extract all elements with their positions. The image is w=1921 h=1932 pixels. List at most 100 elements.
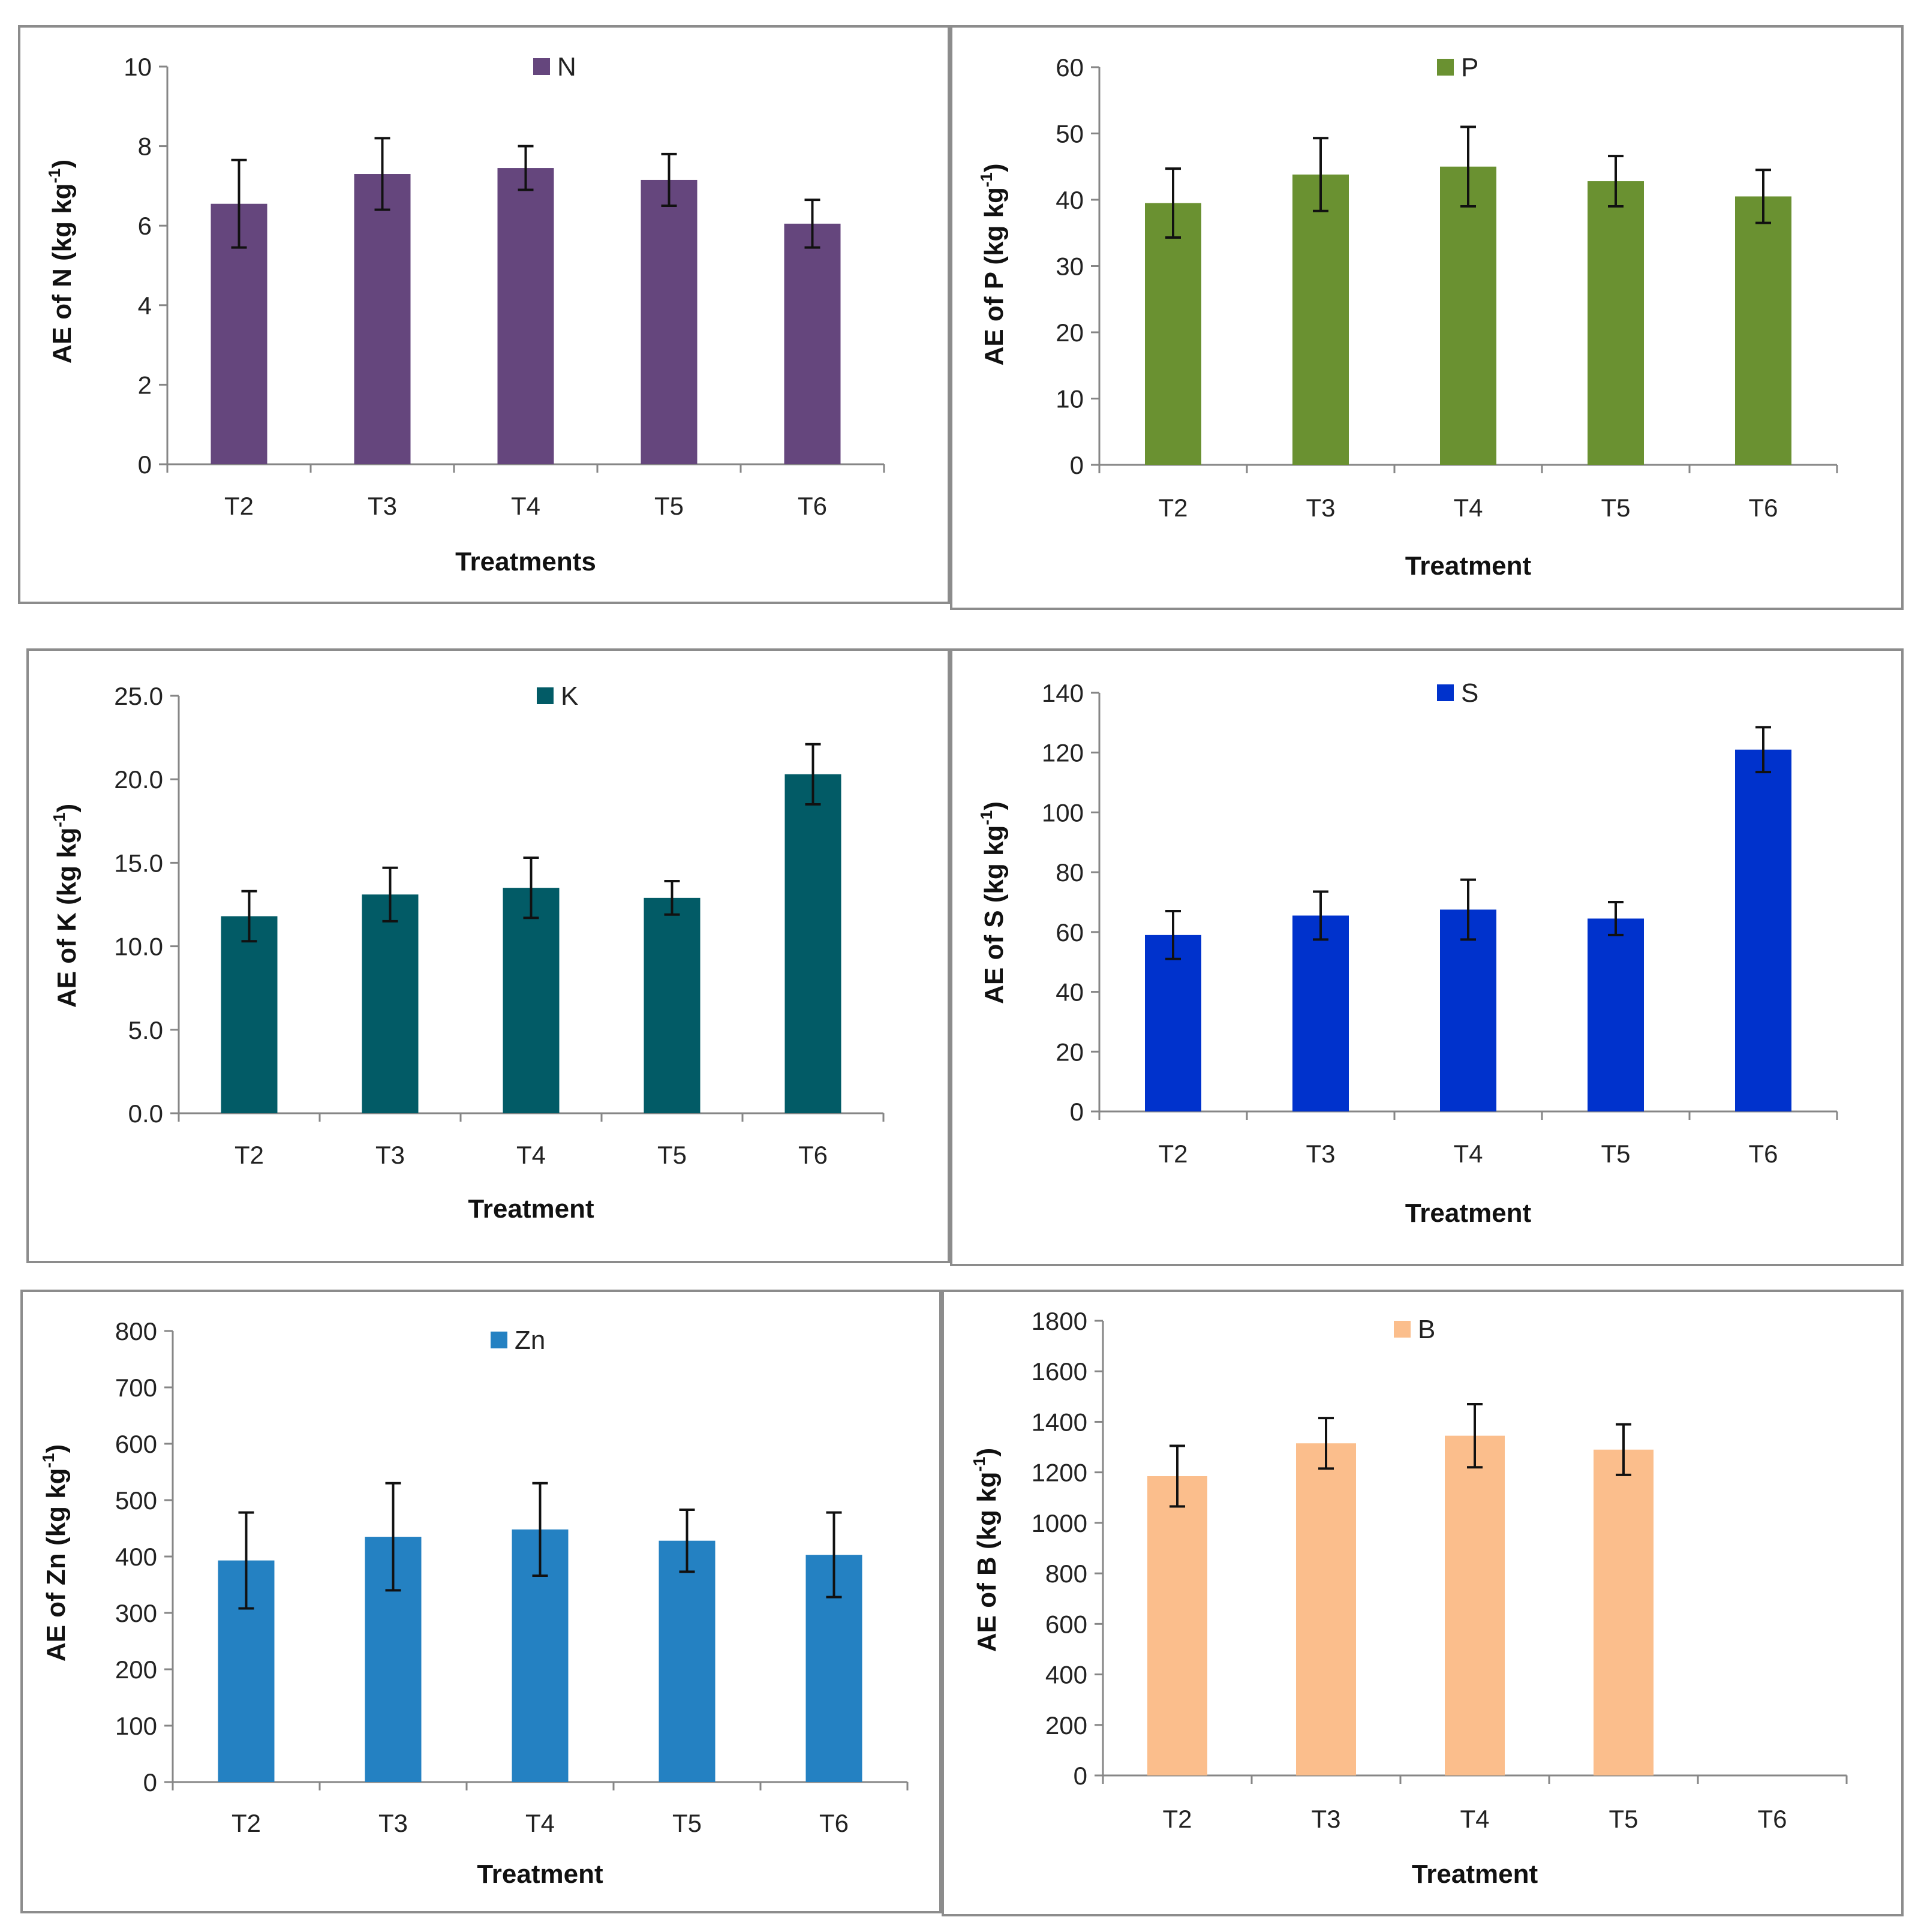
x-tick-label: T4 [516, 1141, 546, 1169]
bar [1292, 915, 1349, 1111]
error-bar [1170, 1444, 1185, 1508]
error-bar [1616, 1423, 1631, 1476]
error-bar [523, 857, 539, 920]
x-tick-label: T5 [654, 492, 684, 520]
y-tick-label: 5.0 [128, 1016, 163, 1044]
y-tick-label: 700 [115, 1374, 157, 1402]
bar [362, 894, 419, 1113]
bar [1147, 1476, 1207, 1775]
x-tick-label: T6 [798, 492, 827, 520]
x-tick-label: T5 [1601, 1140, 1630, 1168]
legend-label: N [557, 52, 576, 82]
chart-panel-s: 0 20 40 60 80 100 120 140 T2 T3 T4 T5 T6 S Treatment AE… [950, 648, 1904, 1266]
y-tick-label: 30 [1056, 253, 1084, 281]
error-bar [1165, 909, 1181, 960]
x-tick-label: T4 [1460, 1805, 1489, 1833]
x-tick-label: T2 [235, 1141, 264, 1169]
y-tick-label: 0 [138, 450, 152, 479]
y-tick-label: 800 [1045, 1560, 1087, 1588]
x-tick-label: T2 [1158, 494, 1188, 522]
legend-swatch [533, 58, 550, 75]
chart-svg-p: 0 10 20 30 40 50 60 T2 T3 T4 T5 T6 P Treatment AE of P… [977, 53, 1838, 581]
error-bar [238, 1511, 254, 1610]
y-tick-label: 20.0 [114, 765, 163, 794]
y-axis-title-end: ) [979, 163, 1009, 172]
error-bar [532, 1482, 548, 1577]
x-tick-label: T4 [1453, 1140, 1483, 1168]
bar [659, 1540, 716, 1782]
x-axis-title: Treatments [455, 547, 596, 576]
error-bar [1755, 726, 1771, 774]
y-axis-title-main: AE of Zn (kg kg [41, 1468, 71, 1661]
y-axis-title-end: ) [47, 160, 77, 169]
error-bar [664, 880, 680, 916]
y-axis-title-superscript: -1 [970, 1457, 988, 1472]
bar [497, 168, 554, 464]
bar [1440, 909, 1496, 1111]
error-bar [804, 199, 820, 249]
y-tick-label: 10.0 [114, 933, 163, 961]
legend-label: K [561, 681, 578, 711]
y-tick-label: 800 [115, 1317, 157, 1345]
x-tick-label: T4 [1453, 494, 1483, 522]
error-bar [231, 158, 247, 249]
y-tick-label: 400 [1045, 1661, 1087, 1689]
bar [1292, 175, 1349, 465]
y-tick-label: 300 [115, 1599, 157, 1627]
y-tick-label: 120 [1042, 739, 1084, 767]
error-bar [1608, 155, 1624, 208]
bar [221, 916, 278, 1113]
error-bar [374, 137, 390, 211]
y-tick-label: 15.0 [114, 849, 163, 877]
bar [784, 774, 841, 1113]
error-bar [826, 1511, 842, 1599]
y-axis-title-superscript: -1 [39, 1453, 58, 1468]
y-axis-title-main: AE of P (kg kg [979, 187, 1009, 365]
y-tick-label: 100 [1042, 798, 1084, 827]
y-tick-label: 2 [138, 371, 152, 399]
y-tick-label: 50 [1056, 120, 1084, 148]
legend-swatch [1437, 684, 1454, 701]
chart-svg-s: 0 20 40 60 80 100 120 140 T2 T3 T4 T5 T6 S Treatment AE… [977, 678, 1838, 1228]
x-axis-title: Treatment [1405, 551, 1532, 581]
chart-panel-b: 0 200 400 600 800 1000 1200 1400 1600 1800 T2 T3 T4 T… [942, 1290, 1904, 1916]
bar [503, 888, 560, 1113]
chart-svg-b: 0 200 400 600 800 1000 1200 1400 1600 1800 T2 T3 T4 T… [970, 1307, 1848, 1889]
x-tick-label: T5 [672, 1809, 702, 1837]
y-tick-label: 600 [115, 1430, 157, 1458]
y-tick-label: 40 [1056, 186, 1084, 214]
error-bar [1313, 137, 1328, 212]
y-tick-label: 140 [1042, 679, 1084, 707]
chart-svg-zn: 0 100 200 300 400 500 600 700 800 T2 T3 T4 T5 T6 Zn Tre… [39, 1317, 909, 1889]
y-axis-title: AE of P (kg kg-1) [977, 163, 1009, 365]
legend-label: P [1461, 53, 1478, 82]
y-tick-label: 60 [1056, 918, 1084, 947]
chart-svg-n: 0 2 4 6 8 10 T2 T3 T4 T5 T6 N Treatments AE of N (kg … [45, 52, 885, 576]
error-bar [805, 743, 821, 806]
error-bar [241, 890, 257, 943]
y-axis-title-superscript: -1 [45, 169, 64, 184]
x-tick-label: T2 [1162, 1805, 1192, 1833]
x-tick-label: T3 [1311, 1805, 1340, 1833]
x-tick-label: T3 [368, 492, 397, 520]
x-tick-label: T4 [511, 492, 540, 520]
y-tick-label: 20 [1056, 1038, 1084, 1066]
chart-svg-k: 0.0 5.0 10.0 15.0 20.0 25.0 T2 T3 T4 T5 T6 K Treatme… [50, 681, 885, 1224]
legend-swatch [1437, 59, 1454, 76]
bar [1445, 1435, 1505, 1775]
y-axis-title-main: AE of S (kg kg [979, 825, 1009, 1004]
y-axis-title-end: ) [41, 1444, 71, 1453]
x-axis-title: Treatment [1405, 1198, 1532, 1228]
y-axis-title-superscript: -1 [977, 172, 996, 187]
y-tick-label: 0 [143, 1768, 157, 1796]
y-axis-title-superscript: -1 [977, 810, 996, 825]
y-axis-title-main: AE of N (kg kg [47, 183, 77, 363]
chart-panel-zn: 0 100 200 300 400 500 600 700 800 T2 T3 T4 T5 T6 Zn Tre… [20, 1290, 942, 1913]
y-axis-title-main: AE of K (kg kg [52, 827, 82, 1008]
x-tick-label: T3 [1306, 494, 1335, 522]
y-tick-label: 1600 [1032, 1357, 1087, 1386]
x-tick-label: T3 [378, 1809, 408, 1837]
bar [784, 223, 841, 464]
error-bar [1460, 878, 1476, 941]
y-tick-label: 0 [1070, 451, 1084, 479]
